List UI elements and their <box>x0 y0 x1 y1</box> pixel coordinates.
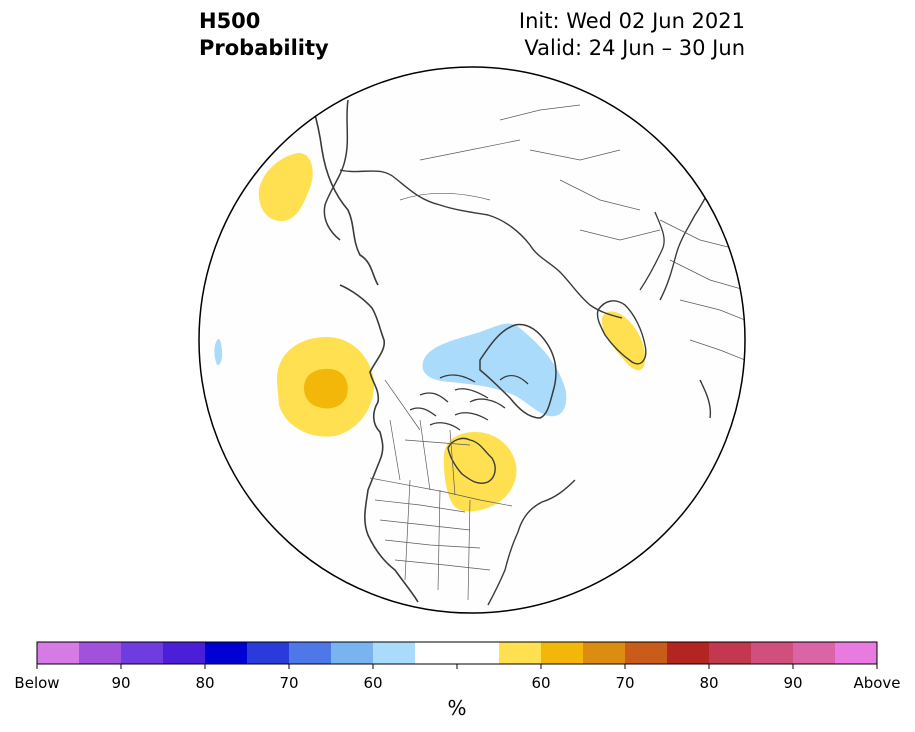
anomaly-below-bering <box>214 338 223 366</box>
border-europe <box>659 219 745 361</box>
colorbar-tick-label: 90 <box>783 674 803 692</box>
globe-outline <box>198 66 746 614</box>
anomaly-above-gulf-alaska-core <box>304 368 348 409</box>
colorbar-tick-label: 70 <box>279 674 299 692</box>
colorbar-cell <box>835 642 878 664</box>
title-product: Probability <box>199 36 329 60</box>
coastline-north-america-east <box>487 479 576 606</box>
coastlines <box>299 69 721 606</box>
anomaly-layer <box>214 152 646 512</box>
colorbar-cell <box>499 642 542 664</box>
colorbar-cell <box>541 642 584 664</box>
coastline-north-america-west <box>299 69 419 603</box>
colorbar-cell <box>667 642 710 664</box>
coastline-eurasia-north <box>339 169 623 319</box>
border-asia <box>399 104 661 241</box>
colorbar-cell <box>415 642 458 664</box>
colorbar-ticks <box>36 664 878 669</box>
coastline-kamchatka <box>323 99 349 241</box>
colorbar-cell <box>331 642 374 664</box>
border-alaska <box>384 379 421 431</box>
colorbar-cell <box>373 642 416 664</box>
colorbar-cell <box>583 642 626 664</box>
colorbar-tick-label: 70 <box>615 674 635 692</box>
colorbar-tick-label: 80 <box>195 674 215 692</box>
anomaly-above-hudson <box>443 432 517 512</box>
colorbar-cell <box>163 642 206 664</box>
border-canada-provinces <box>389 419 471 496</box>
colorbar-tick-label: 60 <box>531 674 551 692</box>
political-borders <box>369 104 745 601</box>
colorbar-tick-label: 80 <box>699 674 719 692</box>
border-us-canada <box>369 477 513 507</box>
coastline-arctic-islands <box>409 374 529 431</box>
colorbar-cell <box>625 642 668 664</box>
colorbar-cell <box>751 642 794 664</box>
colorbar-cell <box>289 642 332 664</box>
coastline-baltic <box>639 211 665 291</box>
colorbar-cell <box>793 642 836 664</box>
colorbar-cell <box>457 642 500 664</box>
colorbar-tick-label: Above <box>853 674 901 692</box>
chart-subtitle: Init: Wed 02 Jun 2021 Valid: 24 Jun – 30… <box>519 8 745 62</box>
colorbar-cell <box>121 642 164 664</box>
valid-period: Valid: 24 Jun – 30 Jun <box>524 36 745 60</box>
chart-title: H500 Probability <box>199 8 329 62</box>
init-date: Init: Wed 02 Jun 2021 <box>518 9 745 33</box>
colorbar-cell <box>247 642 290 664</box>
coastline-hudson-bay <box>447 437 496 484</box>
anomaly-below-arctic <box>422 323 567 417</box>
colorbar-tick-label: 60 <box>363 674 383 692</box>
anomaly-above-northwest-pacific <box>258 152 313 222</box>
colorbar-cells <box>37 642 878 664</box>
colorbar-cell <box>205 642 248 664</box>
border-us-states <box>374 479 491 601</box>
colorbar-tick-label: 90 <box>111 674 131 692</box>
coastline-scandinavia <box>596 300 647 365</box>
colorbar-cell <box>709 642 752 664</box>
anomaly-above-scandinavia <box>601 311 646 371</box>
colorbar-unit: % <box>447 696 467 720</box>
colorbar-tick-label: Below <box>14 674 60 692</box>
colorbar-cell <box>79 642 122 664</box>
title-variable: H500 <box>199 9 261 33</box>
colorbar-cell <box>37 642 80 664</box>
coastline-greenland <box>479 323 557 419</box>
